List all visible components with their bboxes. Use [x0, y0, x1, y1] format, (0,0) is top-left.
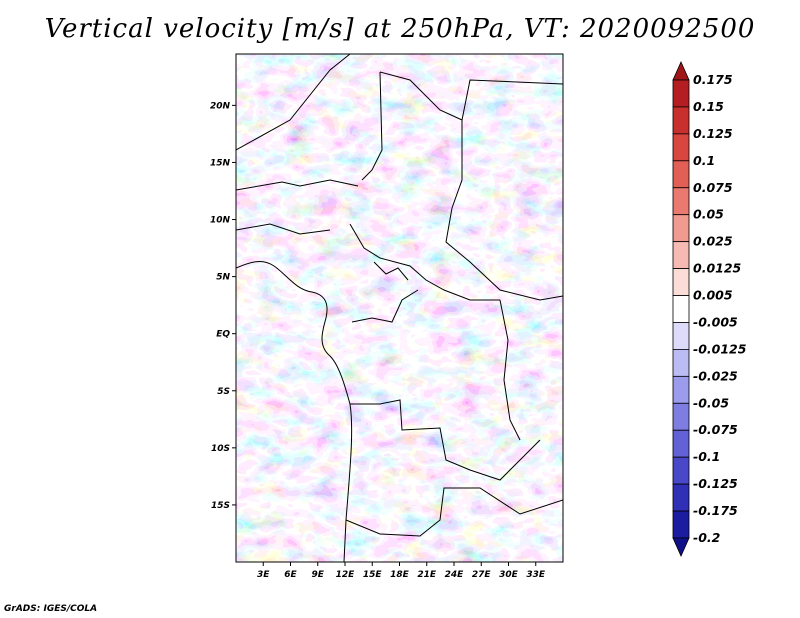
colorbar-label: 0.0125 [693, 261, 742, 276]
colorbar-segment [672, 510, 690, 539]
lat-tick-label: 15S [211, 501, 230, 511]
colorbar-segment [672, 295, 690, 323]
colorbar-label: 0.15 [693, 99, 724, 114]
lon-tick-label: 24E [445, 570, 465, 580]
colorbar-label: 0.075 [693, 180, 733, 195]
lon-tick-label: 30E [499, 570, 519, 580]
lon-tick-label: 21E [417, 570, 437, 580]
latitude-ticks: 20N 15N 10N 5N EQ 5S 10S 15S [210, 101, 236, 511]
colorbar-segment [672, 349, 690, 377]
colorbar-segment [672, 106, 690, 135]
velocity-field [236, 54, 563, 562]
grads-credit: GrADS: IGES/COLA [4, 604, 98, 614]
colorbar-label: -0.05 [693, 395, 729, 410]
colorbar-segment [672, 322, 690, 350]
colorbar-segment [672, 429, 690, 458]
lat-tick-label: 5S [217, 387, 230, 397]
colorbar-label: -0.125 [693, 476, 738, 491]
colorbar-segment [672, 160, 690, 189]
colorbar-label: 0.05 [693, 207, 724, 222]
colorbar-label: -0.025 [693, 368, 738, 383]
colorbar-segment [672, 214, 690, 243]
colorbar-segment [672, 79, 690, 108]
colorbar-segment [672, 456, 690, 485]
colorbar-label: 0.125 [693, 126, 733, 141]
colorbar-segment [672, 402, 690, 431]
colorbar-segment [672, 375, 690, 404]
colorbar-label: 0.005 [693, 288, 733, 303]
colorbar-label: -0.0125 [693, 341, 747, 356]
colorbar-label: -0.005 [693, 314, 738, 329]
lon-tick-label: 33E [526, 570, 546, 580]
colorbar-label: 0.025 [693, 234, 733, 249]
colorbar-label: -0.2 [693, 530, 720, 545]
chart-title: Vertical velocity [m/s] at 250hPa, VT: 2… [44, 14, 756, 44]
lat-tick-label: EQ [216, 330, 230, 340]
lon-tick-label: 3E [257, 570, 270, 580]
colorbar-segment [672, 187, 690, 216]
colorbar-segment [672, 268, 690, 296]
colorbar: 0.175 0.15 0.125 0.1 0.075 0.05 0.025 0.0125 0.0… [672, 61, 747, 557]
colorbar-label: 0.1 [693, 153, 715, 168]
lon-tick-label: 27E [472, 570, 492, 580]
lon-tick-label: 15E [363, 570, 383, 580]
country-borders [236, 54, 563, 562]
lat-tick-label: 20N [210, 101, 231, 111]
colorbar-segment [672, 483, 690, 512]
lon-tick-label: 12E [336, 570, 356, 580]
colorbar-segment [672, 133, 690, 162]
colorbar-segment [672, 241, 690, 269]
colorbar-segment [672, 61, 690, 81]
lat-tick-label: 5N [216, 273, 230, 283]
colorbar-label: 0.175 [693, 72, 733, 87]
longitude-ticks: 3E 6E 9E 12E 15E 18E 21E 24E 27E 30E 33E [257, 562, 546, 580]
lon-tick-label: 18E [390, 570, 410, 580]
lat-tick-label: 10S [211, 444, 230, 454]
colorbar-label: -0.075 [693, 422, 738, 437]
colorbar-label: -0.1 [693, 449, 720, 464]
colorbar-label: -0.175 [693, 503, 738, 518]
lon-tick-label: 6E [284, 570, 297, 580]
lat-tick-label: 10N [210, 216, 231, 226]
colorbar-segment [672, 537, 690, 557]
lon-tick-label: 9E [312, 570, 325, 580]
lat-tick-label: 15N [210, 158, 231, 168]
map-panel: 3E 6E 9E 12E 15E 18E 21E 24E 27E 30E 33E 20N 15N 10N… [210, 53, 564, 580]
